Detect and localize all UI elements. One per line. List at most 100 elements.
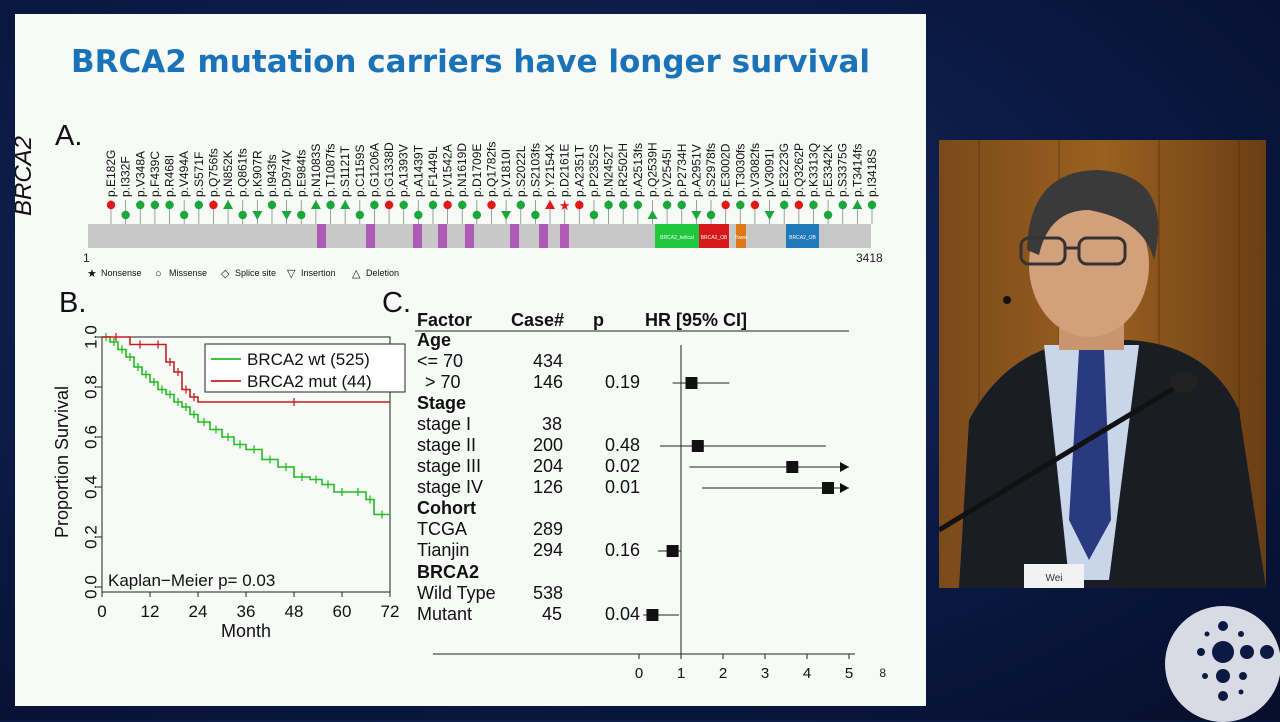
mutation-marker [370,200,379,210]
mutation-label: p.R468I [163,155,177,197]
mutation-marker [779,200,789,210]
brc-repeat [510,224,519,248]
domain-label: BRCA2_OB [701,235,728,241]
mutation-label: p.G1338D [382,142,396,197]
mutation-marker [310,200,321,209]
mutation-marker [384,200,394,210]
mutation-marker [281,211,292,220]
mutation-label: p.N852K [221,150,235,197]
case-count: 538 [533,583,564,603]
mutation-label: p.R2502H [616,143,630,197]
y-tick-label: 0.4 [81,475,100,499]
ci-arrow [840,462,849,472]
mutation-label: p.V1810I [499,149,513,197]
case-count: 204 [533,456,564,476]
forest-plot: Factor Case# p HR [95% CI] Age <= 70 434 > 70 14… [415,309,875,679]
mutation-marker [252,211,263,220]
name-tag: Wei [1045,573,1062,584]
y-tick-label: 0.6 [81,425,100,449]
y-tick-label: 0.0 [81,575,100,599]
column-header: Case# [511,310,565,330]
hr-point [685,377,698,389]
mutation-marker [809,200,818,210]
y-tick-label: 1.0 [81,325,100,349]
case-count: 200 [533,435,564,455]
column-header: p [593,310,604,330]
legend-symbol: △ [352,268,361,280]
mutation-marker [106,200,116,210]
p-value: 0.04 [605,604,641,624]
protein-domain [655,224,699,248]
km-curve-mut [102,336,390,403]
km-curve-wt [102,336,390,516]
mutation-marker [209,200,218,210]
p-value: 0.01 [605,477,641,497]
case-count: 146 [533,372,564,392]
case-count: 45 [542,604,563,624]
mutation-marker [750,200,760,210]
mutation-label: p.V1542A [441,144,455,197]
mutation-marker [852,200,863,209]
mutation-marker [121,210,130,220]
page-number: 8 [879,666,886,680]
y-axis-label: Proportion Survival [52,386,72,538]
group-header: Stage [417,393,467,413]
x-tick-label: 48 [285,602,304,621]
mutation-marker [662,200,672,210]
mutation-label: p.E3002D [719,143,733,197]
case-count: 434 [533,351,564,371]
mutation-label: p.V348A [133,151,147,197]
mutation-marker [619,200,628,210]
mutation-label: p.Q756fs [206,148,220,197]
mutation-label: p.T3030fs [733,144,747,197]
legend-symbol: ★ [87,268,97,280]
panel-label-c: C. [382,287,411,319]
speaker-video: Wei [939,140,1266,588]
mutation-label: p.G1206A [367,143,381,197]
domain-label: Tower [734,235,748,241]
factor-label: TCGA [417,519,468,539]
case-count: 38 [542,414,563,434]
case-count: 294 [533,540,564,560]
x-tick-label: 24 [189,602,208,621]
conference-logo [1165,606,1280,722]
factor-label: Wild Type [417,583,496,603]
axis-end: 3418 [856,251,883,265]
hr-point [822,482,834,494]
mutation-marker [575,200,584,210]
mutation-marker [706,210,716,220]
mutation-label: p.N2452T [602,144,616,197]
mutation-label: p.D2161E [558,144,572,197]
mutation-marker [589,210,599,220]
mutation-label: p.S2022L [514,145,528,197]
legend-box [204,343,406,393]
mutation-label: p.N1619D [455,143,469,197]
mutation-marker [472,210,482,220]
x-tick-label: 0 [97,602,106,621]
case-count: 126 [533,477,564,497]
mutation-marker [136,200,145,210]
mutation-label: p.I943fs [265,154,279,197]
mutation-label: p.S571F [192,152,206,197]
mutation-marker [764,211,775,220]
x-tick-label: 0 [635,665,643,679]
mutation-marker [691,211,702,220]
mutation-marker [399,200,408,210]
ci-arrow [840,483,849,493]
mutation-label: p.T3414fs [850,144,864,197]
x-tick-label: 72 [381,602,400,621]
x-tick-label: 2 [719,665,727,679]
mutation-label: p.Q2539H [645,142,659,197]
mutation-marker [326,200,335,210]
legend-label: Deletion [366,268,399,278]
mutation-marker [531,210,540,220]
mutation-marker [604,200,613,210]
mutation-marker [165,200,174,210]
x-tick-label: 5 [845,665,853,679]
brc-repeat [560,224,569,248]
mutation-marker [428,200,438,210]
mutation-label: p.F1449L [426,146,440,197]
hr-point [646,609,659,621]
mutation-marker [501,211,512,220]
protein-domain [699,224,729,248]
